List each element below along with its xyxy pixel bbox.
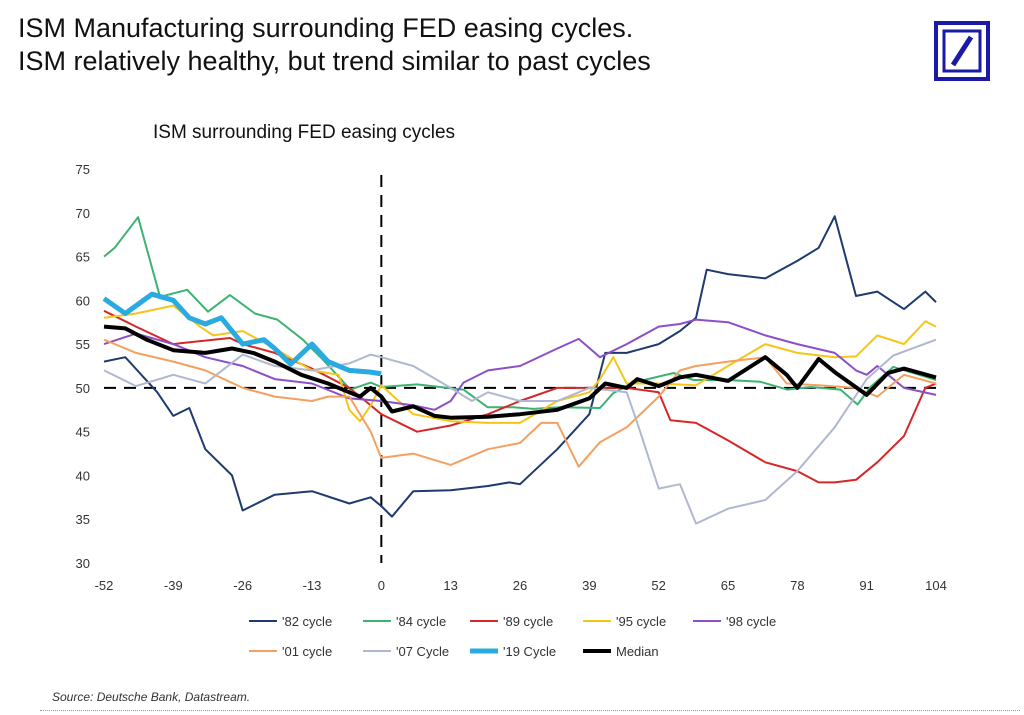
series-line--95-cycle xyxy=(103,304,937,424)
y-tick-label: 50 xyxy=(76,381,90,396)
footer-divider xyxy=(40,710,1020,711)
legend-label: Median xyxy=(616,644,659,659)
x-tick-label: 39 xyxy=(582,578,596,593)
legend-label: '95 cycle xyxy=(616,614,666,629)
y-tick-label: 75 xyxy=(76,162,90,177)
legend-label: '98 cycle xyxy=(726,614,776,629)
y-tick-label: 40 xyxy=(76,468,90,483)
series-line--98-cycle xyxy=(103,318,937,411)
legend-label: '19 Cycle xyxy=(503,644,556,659)
legend-label: '82 cycle xyxy=(282,614,332,629)
y-tick-label: 45 xyxy=(76,425,90,440)
series-line--82-cycle xyxy=(103,215,937,518)
y-tick-label: 35 xyxy=(76,512,90,527)
series-line--84-cycle xyxy=(103,216,937,410)
series-line--19-cycle xyxy=(102,291,382,377)
x-tick-label: -52 xyxy=(95,578,114,593)
y-tick-label: 65 xyxy=(76,250,90,265)
series-line-median xyxy=(103,324,937,420)
x-tick-label: -13 xyxy=(303,578,322,593)
y-tick-label: 55 xyxy=(76,337,90,352)
y-tick-label: 70 xyxy=(76,206,90,221)
x-tick-label: -26 xyxy=(233,578,252,593)
x-tick-label: 52 xyxy=(651,578,665,593)
deutsche-bank-logo xyxy=(934,21,990,81)
chart-title: ISM surrounding FED easing cycles xyxy=(153,122,455,143)
series-line--01-cycle xyxy=(103,338,937,468)
x-tick-label: 91 xyxy=(859,578,873,593)
series-line--89-cycle xyxy=(103,309,937,484)
series-line--07-cycle xyxy=(103,338,937,525)
legend-label: '89 cycle xyxy=(503,614,553,629)
source-note: Source: Deutsche Bank, Datastream. xyxy=(52,690,251,704)
y-tick-label: 30 xyxy=(76,556,90,571)
legend-label: '84 cycle xyxy=(396,614,446,629)
x-tick-label: -39 xyxy=(164,578,183,593)
page-title-line2: ISM relatively healthy, but trend simila… xyxy=(18,46,651,76)
x-tick-label: 26 xyxy=(513,578,527,593)
legend-label: '01 cycle xyxy=(282,644,332,659)
x-tick-label: 0 xyxy=(378,578,385,593)
x-tick-label: 78 xyxy=(790,578,804,593)
x-tick-label: 65 xyxy=(721,578,735,593)
x-tick-label: 104 xyxy=(925,578,947,593)
page-title-line1: ISM Manufacturing surrounding FED easing… xyxy=(18,13,634,43)
legend-label: '07 Cycle xyxy=(396,644,449,659)
x-tick-label: 13 xyxy=(443,578,457,593)
y-tick-label: 60 xyxy=(76,293,90,308)
